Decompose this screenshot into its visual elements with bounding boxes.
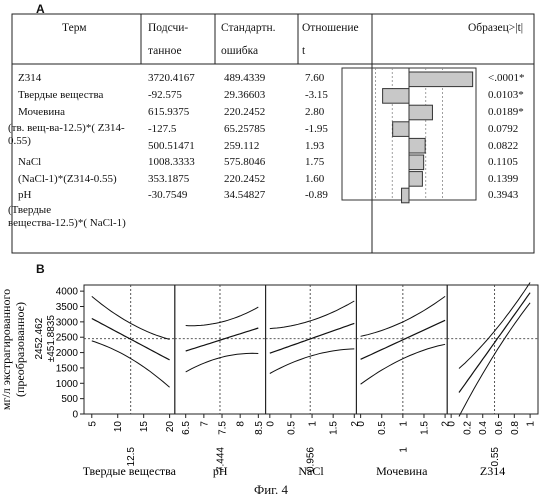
x-tick-label: 0: [356, 421, 367, 427]
x-tick-label: 7: [199, 421, 210, 427]
x-tick-label: 6.5: [181, 421, 192, 435]
lower-band: [186, 353, 259, 372]
y-tick-label: 2000: [56, 348, 79, 359]
x-tick-label: 0.8: [510, 421, 521, 435]
y-tick-label: 0: [72, 410, 78, 421]
upper-band: [270, 301, 355, 329]
fit-line: [186, 328, 259, 351]
x-tick-label: 1: [526, 421, 537, 427]
x-tick-label: 0.4: [478, 421, 489, 435]
y-tick-label: 1000: [56, 379, 79, 390]
lower-band: [92, 341, 170, 387]
x-tick-label: 15: [139, 421, 150, 433]
y-axis-label-line2: (преобразованное): [13, 302, 27, 397]
profile-panel: 00.20.40.60.810.55Z314: [447, 283, 538, 479]
y-tick-label: 3000: [56, 317, 79, 328]
y-tick-label: 3500: [56, 302, 79, 313]
y-tick-label: 2500: [56, 333, 79, 344]
factor-name: pH: [213, 464, 228, 478]
factor-name: Мочевина: [376, 464, 428, 478]
upper-band: [186, 307, 259, 326]
x-tick-label: 0.2: [462, 421, 473, 435]
y-tick-label: 500: [61, 394, 78, 405]
x-tick-label: 1: [308, 421, 319, 427]
profile-panel: 6.577.588.57.444pH: [175, 285, 266, 478]
x-tick-label: 0.5: [377, 421, 388, 435]
y-center-value: 2452.462: [34, 317, 45, 359]
x-tick-label: 1.5: [329, 421, 340, 435]
x-tick-label: 1: [398, 421, 409, 427]
profile-panel: 00.511.520.956NaCl: [265, 285, 360, 478]
lower-band: [459, 303, 530, 417]
factor-name: NaCl: [298, 464, 324, 478]
panel-frame: [84, 285, 175, 414]
factor-name: Z314: [480, 464, 505, 478]
x-tick-label: 20: [165, 421, 176, 433]
factor-name: Твердые вещества: [83, 464, 177, 478]
lower-band: [270, 349, 355, 374]
x-tick-label: 0.5: [286, 421, 297, 435]
x-tick-label: 0: [447, 421, 458, 427]
x-tick-label: 7.5: [218, 421, 229, 435]
y-tick-label: 1500: [56, 363, 79, 374]
figure-caption: Фиг. 4: [0, 483, 542, 496]
profile-panel: 00.511.521Мочевина: [356, 285, 451, 478]
panel-frame: [447, 285, 538, 414]
x-tick-label: 0: [265, 421, 276, 427]
profile-panel: 510152012.5Твердые вещества: [83, 285, 177, 478]
x-tick-label: 8: [236, 421, 247, 427]
x-tick-label: 5: [87, 421, 98, 427]
current-x-label: 1: [398, 447, 409, 453]
x-tick-label: 10: [113, 421, 124, 433]
y-axis-label-line1: мг/л экстрагированного: [0, 289, 13, 410]
x-tick-label: 0.6: [494, 421, 505, 435]
x-tick-label: 8.5: [254, 421, 265, 435]
y-tick-label: 4000: [56, 287, 79, 298]
x-tick-label: 1.5: [419, 421, 430, 435]
